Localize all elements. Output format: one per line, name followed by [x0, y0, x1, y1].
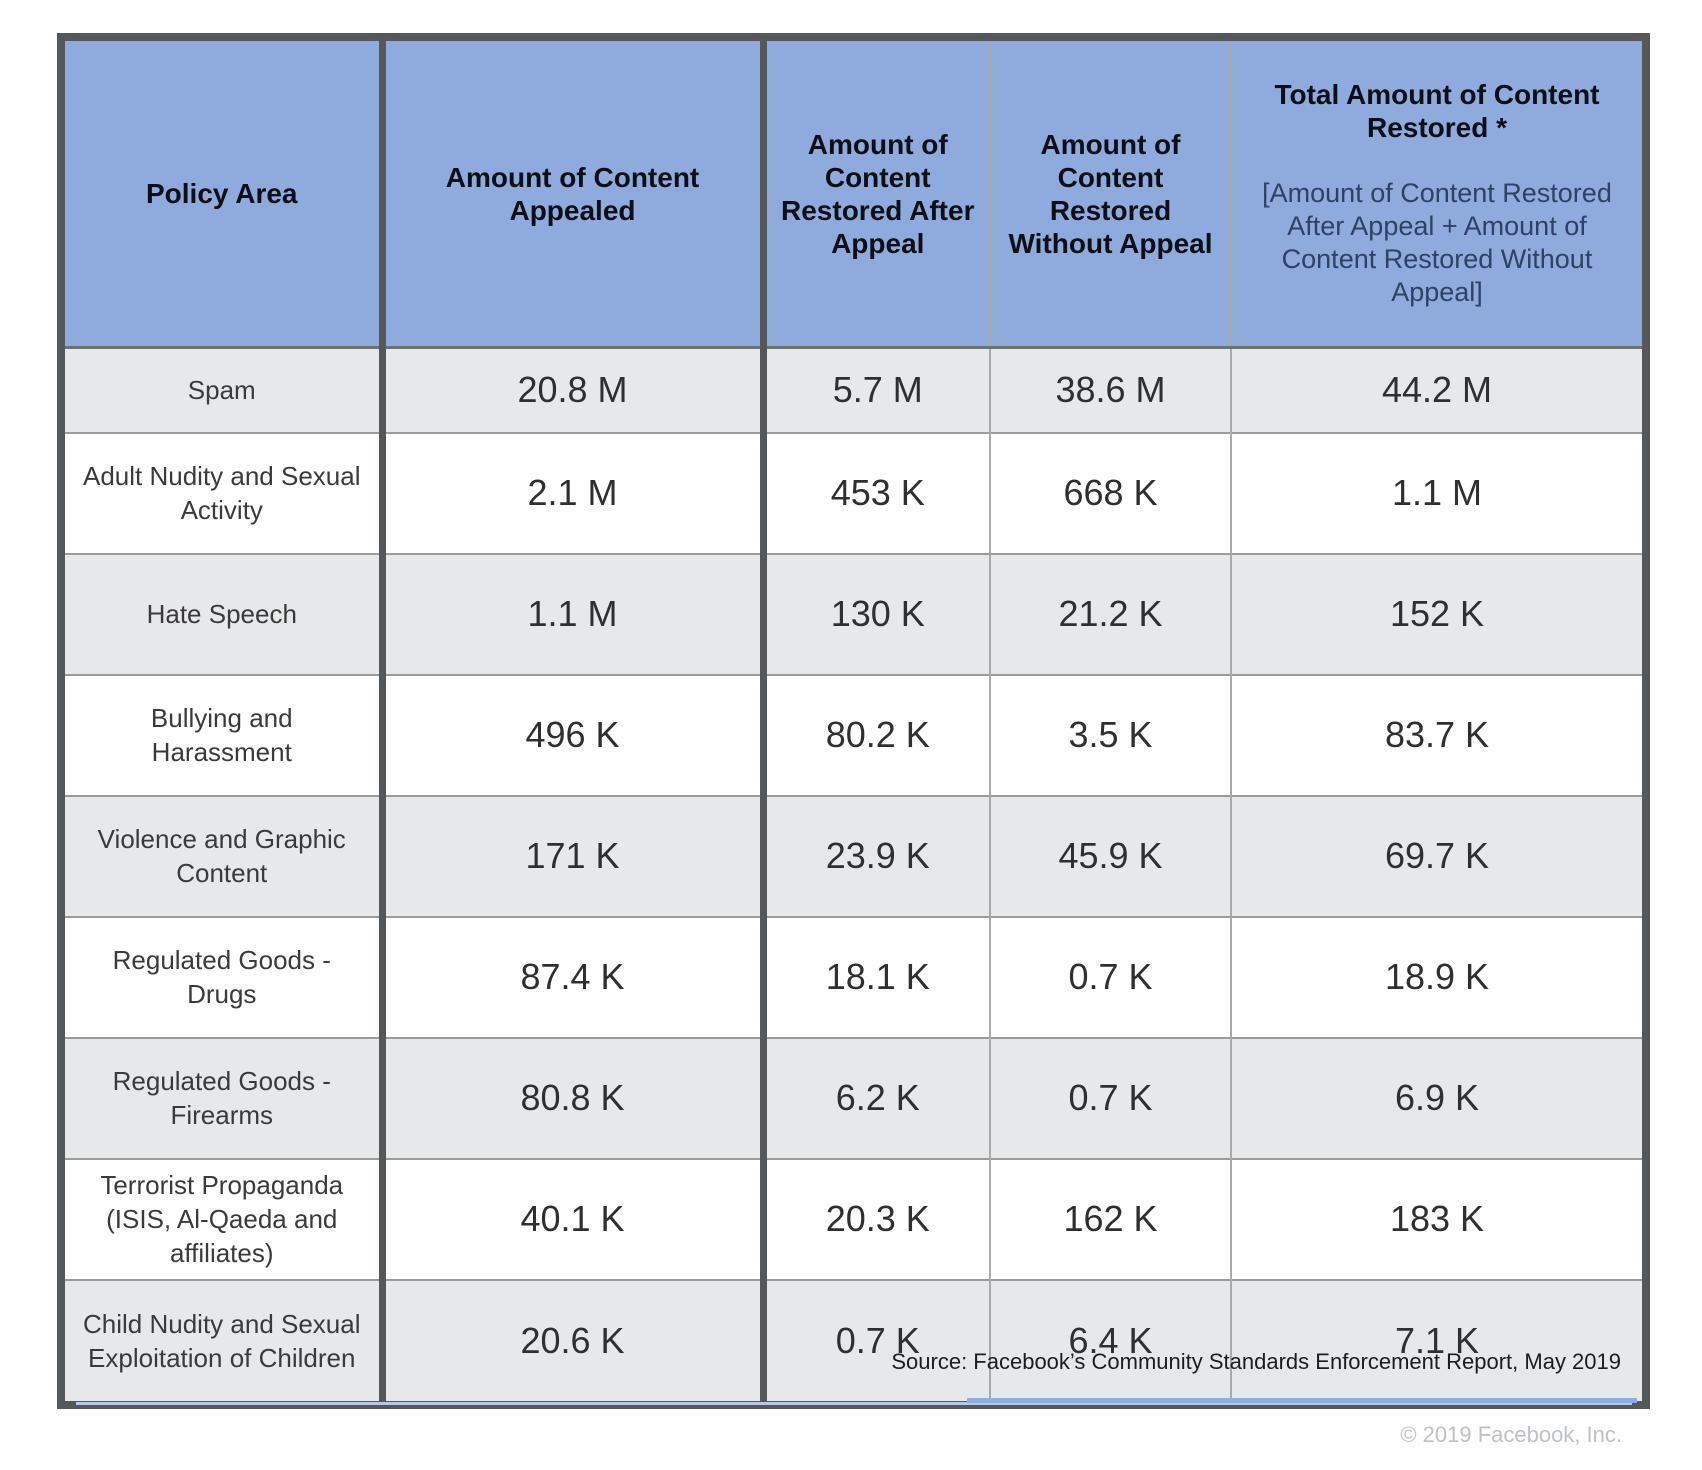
restored-after-cell: 130 K: [763, 552, 991, 675]
restored-after-cell: 80.2 K: [763, 673, 991, 796]
col-header-restored-without-appeal: Amount of Content Restored Without Appea…: [990, 41, 1232, 349]
restored-without-cell: 45.9 K: [990, 794, 1232, 917]
appealed-cell: 171 K: [382, 794, 767, 917]
total-restored-cell: 152 K: [1231, 552, 1642, 675]
policy-cell: Child Nudity and Sexual Exploitation of …: [65, 1278, 386, 1401]
restored-without-cell: 0.7 K: [990, 915, 1232, 1038]
restored-without-cell: 162 K: [990, 1157, 1232, 1280]
restored-without-cell: 668 K: [990, 431, 1232, 554]
restored-after-cell: 0.7 K: [763, 1278, 991, 1401]
restored-after-cell: 453 K: [763, 431, 991, 554]
restored-after-cell: 23.9 K: [763, 794, 991, 917]
policy-cell: Terrorist Propaganda (ISIS, Al-Qaeda and…: [65, 1157, 386, 1280]
policy-cell: Regulated Goods - Firearms: [65, 1036, 386, 1159]
policy-cell: Regulated Goods - Drugs: [65, 915, 386, 1038]
col-header-total-restored: Total Amount of Content Restored * [Amou…: [1231, 41, 1642, 349]
appealed-cell: 2.1 M: [382, 431, 767, 554]
total-restored-cell: 69.7 K: [1231, 794, 1642, 917]
total-restored-formula: [Amount of Content Restored After Appeal…: [1262, 178, 1612, 307]
appealed-cell: 20.6 K: [382, 1278, 767, 1401]
table-row: Adult Nudity and Sexual Activity 2.1 M 4…: [65, 431, 1642, 554]
restored-after-cell: 5.7 M: [763, 346, 991, 433]
enforcement-data-table: Policy Area Amount of Content Appealed A…: [57, 33, 1650, 1409]
table-row: Bullying and Harassment 496 K 80.2 K 3.5…: [65, 673, 1642, 796]
total-restored-cell: 1.1 M: [1231, 431, 1642, 554]
appealed-cell: 87.4 K: [382, 915, 767, 1038]
total-restored-cell: 6.9 K: [1231, 1036, 1642, 1159]
divider-line-dark: [967, 1398, 1637, 1403]
col-header-amount-appealed: Amount of Content Appealed: [382, 41, 767, 349]
table-row: Terrorist Propaganda (ISIS, Al-Qaeda and…: [65, 1157, 1642, 1280]
restored-without-cell: 38.6 M: [990, 346, 1232, 433]
col-header-restored-after-appeal: Amount of Content Restored After Appeal: [763, 41, 991, 349]
policy-cell: Spam: [65, 346, 386, 433]
table: Policy Area Amount of Content Appealed A…: [65, 41, 1642, 1401]
appealed-cell: 40.1 K: [382, 1157, 767, 1280]
policy-cell: Hate Speech: [65, 552, 386, 675]
header-row: Policy Area Amount of Content Appealed A…: [65, 41, 1642, 349]
table-row: Regulated Goods - Firearms 80.8 K 6.2 K …: [65, 1036, 1642, 1159]
table-row: Child Nudity and Sexual Exploitation of …: [65, 1278, 1642, 1401]
appealed-cell: 80.8 K: [382, 1036, 767, 1159]
policy-cell: Violence and Graphic Content: [65, 794, 386, 917]
total-restored-title: Total Amount of Content Restored *: [1274, 79, 1600, 143]
restored-without-cell: 6.4 K: [990, 1278, 1232, 1401]
total-restored-cell: 44.2 M: [1231, 346, 1642, 433]
table-row: Violence and Graphic Content 171 K 23.9 …: [65, 794, 1642, 917]
total-restored-cell: 183 K: [1231, 1157, 1642, 1280]
copyright-text: © 2019 Facebook, Inc.: [1400, 1422, 1622, 1447]
table-row: Regulated Goods - Drugs 87.4 K 18.1 K 0.…: [65, 915, 1642, 1038]
source-caption: Source: Facebook’s Community Standards E…: [891, 1349, 1621, 1374]
total-restored-cell: 7.1 K: [1231, 1278, 1642, 1401]
restored-after-cell: 20.3 K: [763, 1157, 991, 1280]
restored-without-cell: 0.7 K: [990, 1036, 1232, 1159]
divider-line-light: [76, 1402, 1632, 1405]
policy-cell: Adult Nudity and Sexual Activity: [65, 431, 386, 554]
restored-without-cell: 3.5 K: [990, 673, 1232, 796]
restored-without-cell: 21.2 K: [990, 552, 1232, 675]
table-row: Spam 20.8 M 5.7 M 38.6 M 44.2 M: [65, 346, 1642, 433]
table-row: Hate Speech 1.1 M 130 K 21.2 K 152 K: [65, 552, 1642, 675]
restored-after-cell: 6.2 K: [763, 1036, 991, 1159]
appealed-cell: 1.1 M: [382, 552, 767, 675]
appealed-cell: 496 K: [382, 673, 767, 796]
total-restored-cell: 18.9 K: [1231, 915, 1642, 1038]
policy-cell: Bullying and Harassment: [65, 673, 386, 796]
col-header-policy-area: Policy Area: [65, 41, 386, 349]
restored-after-cell: 18.1 K: [763, 915, 991, 1038]
appealed-cell: 20.8 M: [382, 346, 767, 433]
total-restored-cell: 83.7 K: [1231, 673, 1642, 796]
